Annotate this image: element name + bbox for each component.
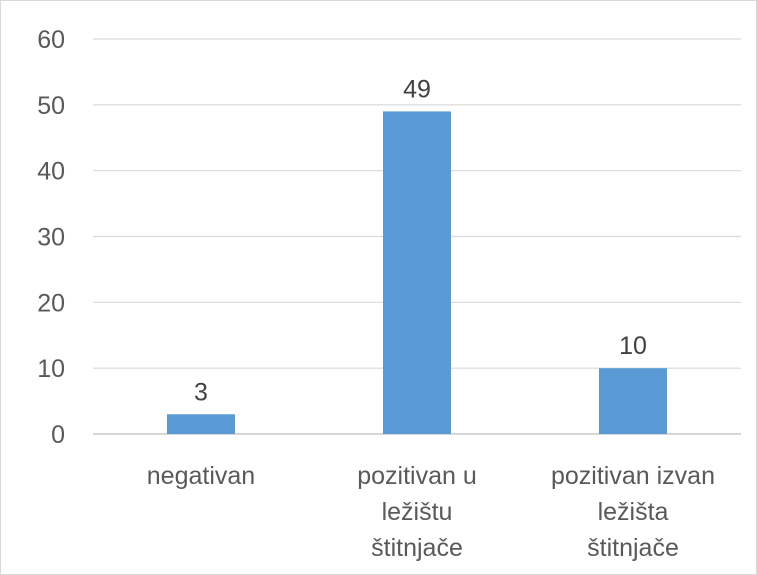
category-label: negativan: [147, 462, 255, 490]
y-tick-label: 30: [37, 224, 65, 252]
y-tick-label: 0: [51, 421, 65, 449]
data-labels: 3 49 10: [194, 75, 647, 406]
category-label: ležištu: [382, 498, 453, 526]
category-label: pozitivan u: [357, 462, 477, 490]
y-tick-label: 60: [37, 26, 65, 54]
y-tick-label: 50: [37, 92, 65, 120]
bar: [383, 111, 451, 435]
bar: [599, 368, 667, 434]
bar: [167, 414, 235, 434]
category-label: štitnjače: [587, 534, 679, 562]
bars: [167, 111, 667, 435]
y-tick-label: 40: [37, 158, 65, 186]
data-label: 10: [619, 332, 647, 360]
y-axis-ticks: 0 10 20 30 40 50 60: [37, 26, 65, 449]
category-label: pozitivan izvan: [551, 462, 715, 490]
y-tick-label: 10: [37, 355, 65, 383]
category-label: ležišta: [598, 498, 669, 526]
data-label: 49: [403, 75, 431, 103]
data-label: 3: [194, 378, 208, 406]
y-tick-label: 20: [37, 289, 65, 317]
category-label: štitnjače: [371, 534, 463, 562]
x-axis-categories: negativan pozitivan u ležištu štitnjače pozi…: [147, 462, 715, 562]
